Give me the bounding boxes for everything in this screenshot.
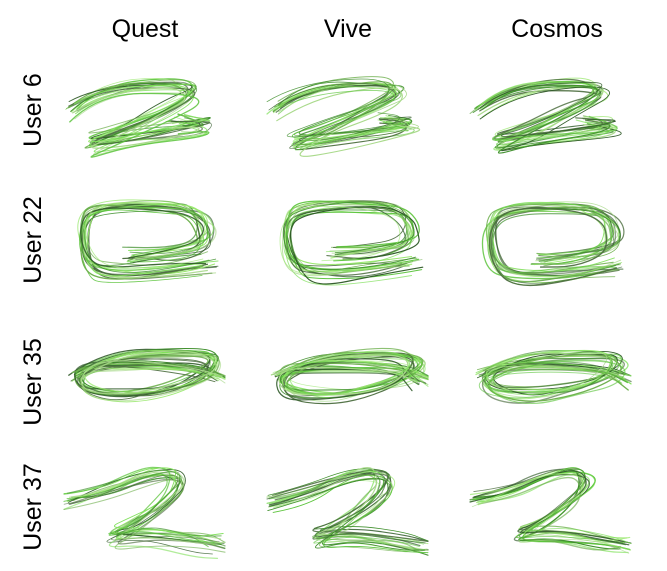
trajectory-stroke: [475, 471, 628, 539]
trajectory-stroke: [70, 469, 226, 545]
trajectory-stroke: [273, 89, 409, 151]
trajectory-stroke: [74, 92, 208, 156]
trajectory-stroke: [489, 206, 619, 283]
row-header-user-22: User 22: [18, 180, 48, 300]
trajectory-stroke: [63, 467, 224, 537]
trajectory-stroke: [477, 476, 621, 551]
trajectory-stroke: [266, 473, 426, 544]
trajectory-stroke: [66, 469, 222, 537]
column-header-vive: Vive: [323, 15, 373, 43]
trajectory-stroke: [477, 473, 632, 551]
trajectory-stroke: [289, 206, 424, 285]
trajectory-stroke: [70, 358, 216, 401]
trajectory-stroke: [78, 353, 226, 402]
trajectory-stroke: [286, 200, 420, 270]
trajectory-panel-user-35-vive: [270, 347, 429, 405]
trajectory-stroke: [477, 352, 624, 393]
trajectory-stroke: [473, 467, 624, 543]
trajectory-panel-user-22-cosmos: [481, 201, 625, 287]
trajectory-stroke: [482, 84, 611, 154]
trajectory-stroke: [478, 359, 622, 399]
trajectory-panel-user-35-cosmos: [475, 349, 632, 405]
trajectory-panel-user-37-quest: [63, 466, 226, 559]
trajectory-stroke: [480, 82, 616, 137]
trajectory-stroke: [488, 207, 618, 287]
trajectory-stroke: [266, 468, 419, 550]
trajectory-stroke: [77, 357, 218, 396]
trajectory-stroke: [485, 360, 629, 405]
trajectory-stroke: [268, 469, 420, 547]
trajectory-panel-user-6-vive: [266, 76, 421, 157]
trajectory-panel-user-35-quest: [68, 348, 226, 403]
trajectory-stroke: [63, 466, 215, 544]
trajectory-stroke: [75, 351, 221, 397]
trajectory-stroke: [268, 473, 419, 551]
trajectory-stroke: [274, 358, 413, 401]
trajectory-panel-user-22-vive: [279, 200, 424, 286]
trajectory-stroke: [477, 78, 603, 140]
trajectory-stroke: [287, 201, 423, 274]
row-header-label: User 37: [19, 463, 47, 551]
trajectory-stroke: [66, 79, 209, 134]
row-header-label: User 6: [19, 73, 47, 147]
trajectory-stroke: [279, 205, 405, 275]
trajectory-stroke: [266, 466, 420, 552]
trajectory-stroke: [266, 78, 400, 138]
trajectory-stroke: [80, 207, 207, 268]
trajectory-stroke: [63, 479, 226, 553]
trajectory-stroke: [268, 83, 408, 149]
column-header-cosmos: Cosmos: [511, 15, 603, 43]
trajectory-stroke: [282, 201, 416, 270]
trajectory-stroke: [474, 86, 608, 149]
trajectory-stroke: [84, 210, 217, 273]
trajectory-stroke: [479, 471, 632, 545]
row-header-user-37: User 37: [18, 447, 48, 567]
trajectory-stroke: [475, 349, 632, 396]
trajectory-stroke: [270, 354, 418, 396]
trajectory-stroke: [272, 474, 429, 554]
trajectory-stroke: [63, 473, 209, 548]
trajectory-panel-user-37-vive: [266, 466, 429, 556]
trajectory-panel-user-6-quest: [65, 78, 212, 158]
row-header-label: User 35: [19, 338, 47, 426]
row-header-label: User 22: [19, 196, 47, 284]
trajectory-stroke: [271, 469, 429, 543]
trajectory-stroke: [68, 478, 226, 550]
trajectory-stroke: [70, 83, 211, 146]
trajectory-stroke: [69, 92, 210, 158]
trajectory-panel-user-22-quest: [77, 199, 219, 283]
trajectory-stroke: [283, 351, 418, 396]
column-header-quest: Quest: [111, 15, 179, 43]
trajectory-stroke: [469, 467, 631, 541]
trajectory-stroke: [479, 86, 622, 152]
trajectory-stroke: [479, 80, 618, 141]
trajectory-stroke: [72, 87, 200, 149]
trajectory-stroke: [83, 203, 205, 277]
trajectory-stroke: [481, 353, 624, 389]
trajectory-stroke: [84, 202, 206, 269]
trajectory-panel-user-6-cosmos: [469, 77, 622, 154]
trajectory-stroke: [74, 83, 211, 143]
trajectory-stroke: [73, 354, 226, 396]
trajectory-stroke: [487, 204, 622, 278]
trajectory-stroke: [80, 350, 223, 395]
trajectory-panel-user-37-cosmos: [469, 467, 632, 554]
trajectory-stroke: [492, 201, 615, 272]
row-header-user-6: User 6: [18, 50, 48, 170]
row-header-user-35: User 35: [18, 322, 48, 442]
trajectory-stroke: [272, 82, 410, 143]
trajectory-stroke: [285, 210, 413, 286]
